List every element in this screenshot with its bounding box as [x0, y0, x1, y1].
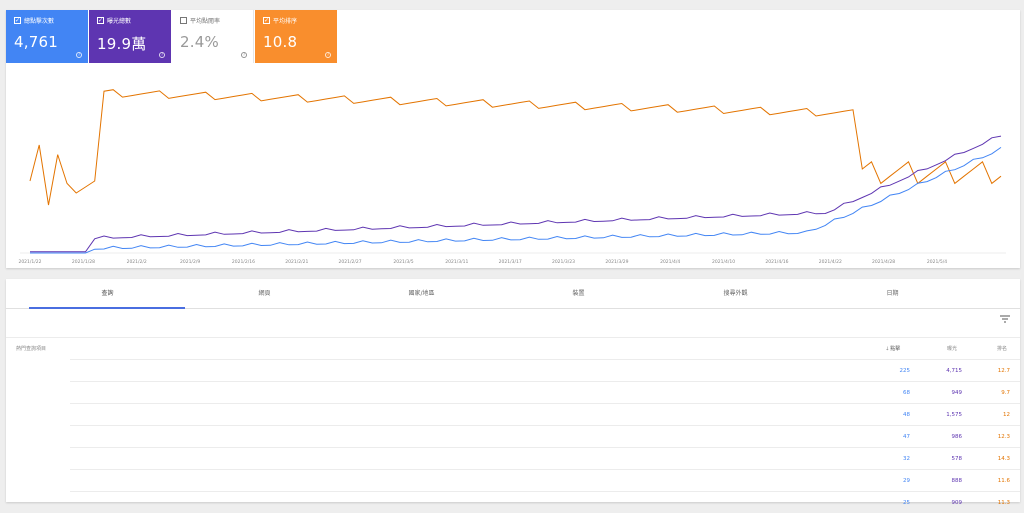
- cell-impressions: 888: [951, 478, 963, 484]
- x-tick-label: 2021/4/22: [819, 259, 842, 265]
- x-tick-label: 2021/2/9: [180, 259, 200, 265]
- active-tab-indicator: [29, 307, 185, 309]
- cell-position: 11.6: [997, 478, 1010, 484]
- metric-label: 平均排序: [273, 18, 298, 25]
- metric-label: 總點擊次數: [24, 18, 55, 25]
- x-tick-label: 2021/3/17: [499, 259, 522, 265]
- help-icon[interactable]: ?: [325, 52, 331, 58]
- table-row[interactable]: 25 909 11.3: [70, 491, 1020, 513]
- cell-impressions: 578: [951, 456, 963, 462]
- cell-clicks: 68: [903, 390, 910, 396]
- cell-impressions: 4,715: [946, 368, 962, 374]
- cell-position: 12.3: [997, 434, 1010, 440]
- tab-countries[interactable]: 國家/地區: [408, 290, 435, 297]
- x-tick-label: 2021/4/16: [765, 259, 788, 265]
- cell-clicks: 48: [903, 412, 910, 418]
- cell-clicks: 32: [903, 456, 910, 462]
- x-tick-label: 2021/3/11: [445, 259, 468, 265]
- performance-line-chart: 2021/1/22 2021/1/28 2021/2/2 2021/2/9 2021/2…: [18, 89, 1006, 265]
- x-tick-label: 2021/4/10: [712, 259, 735, 265]
- checkbox-unchecked-icon[interactable]: [180, 17, 187, 24]
- table-row[interactable]: 48 1,575 12: [70, 403, 1020, 425]
- checkbox-checked-icon[interactable]: ✓: [263, 16, 270, 24]
- x-tick-label: 2021/3/5: [393, 259, 413, 265]
- x-tick-label: 2021/4/4: [660, 259, 680, 265]
- help-icon[interactable]: ?: [159, 52, 165, 58]
- x-tick-label: 2021/3/23: [552, 259, 575, 265]
- cell-position: 9.7: [1001, 390, 1010, 396]
- impressions-line: [30, 135, 1002, 253]
- dimension-table-card: 查詢 網頁 國家/地區 裝置 搜尋外觀 日期 熱門查詢項目 🡓 點擊 曝光 排名…: [6, 279, 1020, 506]
- help-icon[interactable]: ?: [76, 52, 82, 58]
- cell-impressions: 986: [951, 434, 963, 440]
- cell-impressions: 949: [951, 390, 963, 396]
- cell-position: 12: [1003, 412, 1010, 418]
- metric-value: 10.8: [263, 33, 298, 51]
- cell-clicks: 25: [903, 500, 910, 506]
- header-top-queries: 熱門查詢項目: [16, 346, 47, 352]
- sort-arrow-icon: 🡓: [886, 346, 889, 352]
- header-clicks-label: 點擊: [890, 346, 901, 352]
- table-row[interactable]: 68 949 9.7: [70, 381, 1020, 403]
- cell-impressions: 1,575: [946, 412, 962, 418]
- metric-value: 19.9萬: [97, 35, 147, 53]
- filter-icon[interactable]: [1000, 315, 1010, 323]
- x-tick-label: 2021/1/28: [72, 259, 95, 265]
- cell-position: 12.7: [997, 368, 1010, 374]
- cell-impressions: 909: [951, 500, 963, 506]
- tab-dates[interactable]: 日期: [886, 290, 899, 297]
- x-tick-label: 2021/4/28: [872, 259, 895, 265]
- table-row[interactable]: 47 986 12.3: [70, 425, 1020, 447]
- x-tick-label: 2021/2/2: [127, 259, 147, 265]
- cell-clicks: 225: [899, 368, 911, 374]
- average-position-line: [29, 89, 1002, 206]
- average-ctr-card[interactable]: 平均點閱率 2.4% ?: [172, 10, 254, 63]
- metric-value: 4,761: [14, 33, 58, 51]
- clicks-line: [30, 146, 1002, 254]
- metric-value: 2.4%: [180, 33, 219, 51]
- tab-query[interactable]: 查詢: [101, 290, 114, 297]
- x-tick-layer: 2021/1/22 2021/1/28 2021/2/2 2021/2/9 2021/2…: [18, 259, 947, 265]
- checkbox-checked-icon[interactable]: ✓: [97, 16, 104, 24]
- help-icon[interactable]: ?: [241, 52, 247, 58]
- header-clicks[interactable]: 🡓 點擊: [886, 345, 900, 354]
- x-tick-label: 2021/1/22: [18, 259, 41, 265]
- cell-clicks: 29: [903, 478, 910, 484]
- tab-pages[interactable]: 網頁: [258, 290, 271, 297]
- tab-search-appearance[interactable]: 搜尋外觀: [723, 290, 748, 297]
- total-clicks-card[interactable]: ✓ 總點擊次數 4,761 ?: [6, 10, 88, 63]
- checkbox-checked-icon[interactable]: ✓: [14, 16, 21, 24]
- average-position-card[interactable]: ✓ 平均排序 10.8 ?: [255, 10, 337, 63]
- performance-chart-card: ✓ 總點擊次數 4,761 ? ✓ 曝光總數 19.9萬 ? 平均點閱率 2.4% …: [6, 10, 1020, 268]
- x-tick-label: 2021/3/29: [605, 259, 628, 265]
- x-tick-label: 2021/2/21: [285, 259, 308, 265]
- series-layer: [29, 89, 1002, 254]
- cell-clicks: 47: [903, 434, 910, 440]
- metric-label: 平均點閱率: [190, 18, 221, 25]
- cell-position: 14.3: [997, 456, 1010, 462]
- table-row[interactable]: 29 888 11.6: [70, 469, 1020, 491]
- table-row[interactable]: 225 4,715 12.7: [70, 359, 1020, 381]
- total-impressions-card[interactable]: ✓ 曝光總數 19.9萬 ?: [89, 10, 171, 63]
- x-tick-label: 2021/2/27: [339, 259, 362, 265]
- metric-label: 曝光總數: [107, 18, 132, 25]
- x-tick-label: 2021/5/4: [927, 259, 947, 265]
- header-impressions[interactable]: 曝光: [947, 346, 958, 352]
- table-row[interactable]: 32 578 14.3: [70, 447, 1020, 469]
- header-position[interactable]: 排名: [997, 346, 1008, 352]
- dimension-tabs: 查詢 網頁 國家/地區 裝置 搜尋外觀 日期: [6, 279, 1020, 309]
- cell-position: 11.3: [997, 500, 1010, 506]
- tab-devices[interactable]: 裝置: [572, 290, 585, 297]
- x-tick-label: 2021/2/16: [232, 259, 255, 265]
- table-header: 熱門查詢項目 🡓 點擊 曝光 排名: [6, 337, 1020, 359]
